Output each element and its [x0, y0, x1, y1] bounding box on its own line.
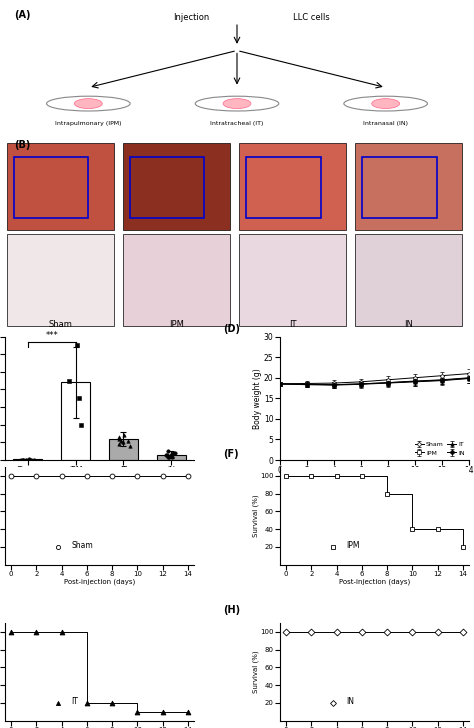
Text: (A): (A): [14, 9, 30, 20]
Text: IN: IN: [404, 320, 413, 329]
Text: (B): (B): [14, 140, 30, 149]
Y-axis label: Survival (%): Survival (%): [252, 494, 258, 537]
Text: Intranasal (IN): Intranasal (IN): [363, 121, 408, 126]
Text: IT: IT: [71, 697, 78, 706]
FancyBboxPatch shape: [239, 143, 346, 230]
Text: Sham: Sham: [71, 541, 93, 550]
FancyBboxPatch shape: [239, 234, 346, 326]
Bar: [109, 439, 138, 460]
Text: Intratracheal (IT): Intratracheal (IT): [210, 121, 264, 126]
Text: ***: ***: [46, 331, 58, 340]
Ellipse shape: [74, 99, 102, 108]
Text: Injection: Injection: [173, 13, 209, 23]
Text: IPM: IPM: [346, 541, 359, 550]
Text: Intrapulmonary (IPM): Intrapulmonary (IPM): [55, 121, 122, 126]
Ellipse shape: [372, 99, 400, 108]
Text: (D): (D): [223, 324, 240, 334]
Bar: [13, 459, 42, 460]
Text: IT: IT: [289, 320, 297, 329]
Bar: [157, 455, 186, 460]
Y-axis label: Survival (%): Survival (%): [252, 651, 258, 693]
Text: IN: IN: [346, 697, 354, 706]
Text: IPM: IPM: [169, 320, 184, 329]
X-axis label: Post-injection (days): Post-injection (days): [64, 578, 135, 585]
Ellipse shape: [223, 99, 251, 108]
FancyBboxPatch shape: [356, 143, 462, 230]
FancyBboxPatch shape: [123, 143, 230, 230]
X-axis label: Post-injection (days): Post-injection (days): [339, 578, 410, 585]
Text: Sham: Sham: [48, 320, 73, 329]
FancyBboxPatch shape: [123, 234, 230, 326]
FancyBboxPatch shape: [356, 234, 462, 326]
Y-axis label: Body weight (g): Body weight (g): [253, 368, 262, 429]
Text: LLC cells: LLC cells: [293, 13, 329, 23]
X-axis label: Post-injection (days): Post-injection (days): [335, 477, 414, 486]
FancyBboxPatch shape: [7, 143, 114, 230]
Bar: [61, 382, 90, 460]
FancyBboxPatch shape: [7, 234, 114, 326]
Text: (F): (F): [223, 449, 238, 459]
Text: (H): (H): [223, 605, 240, 615]
Legend: Sham, IPM, IT, IN: Sham, IPM, IT, IN: [413, 440, 466, 457]
